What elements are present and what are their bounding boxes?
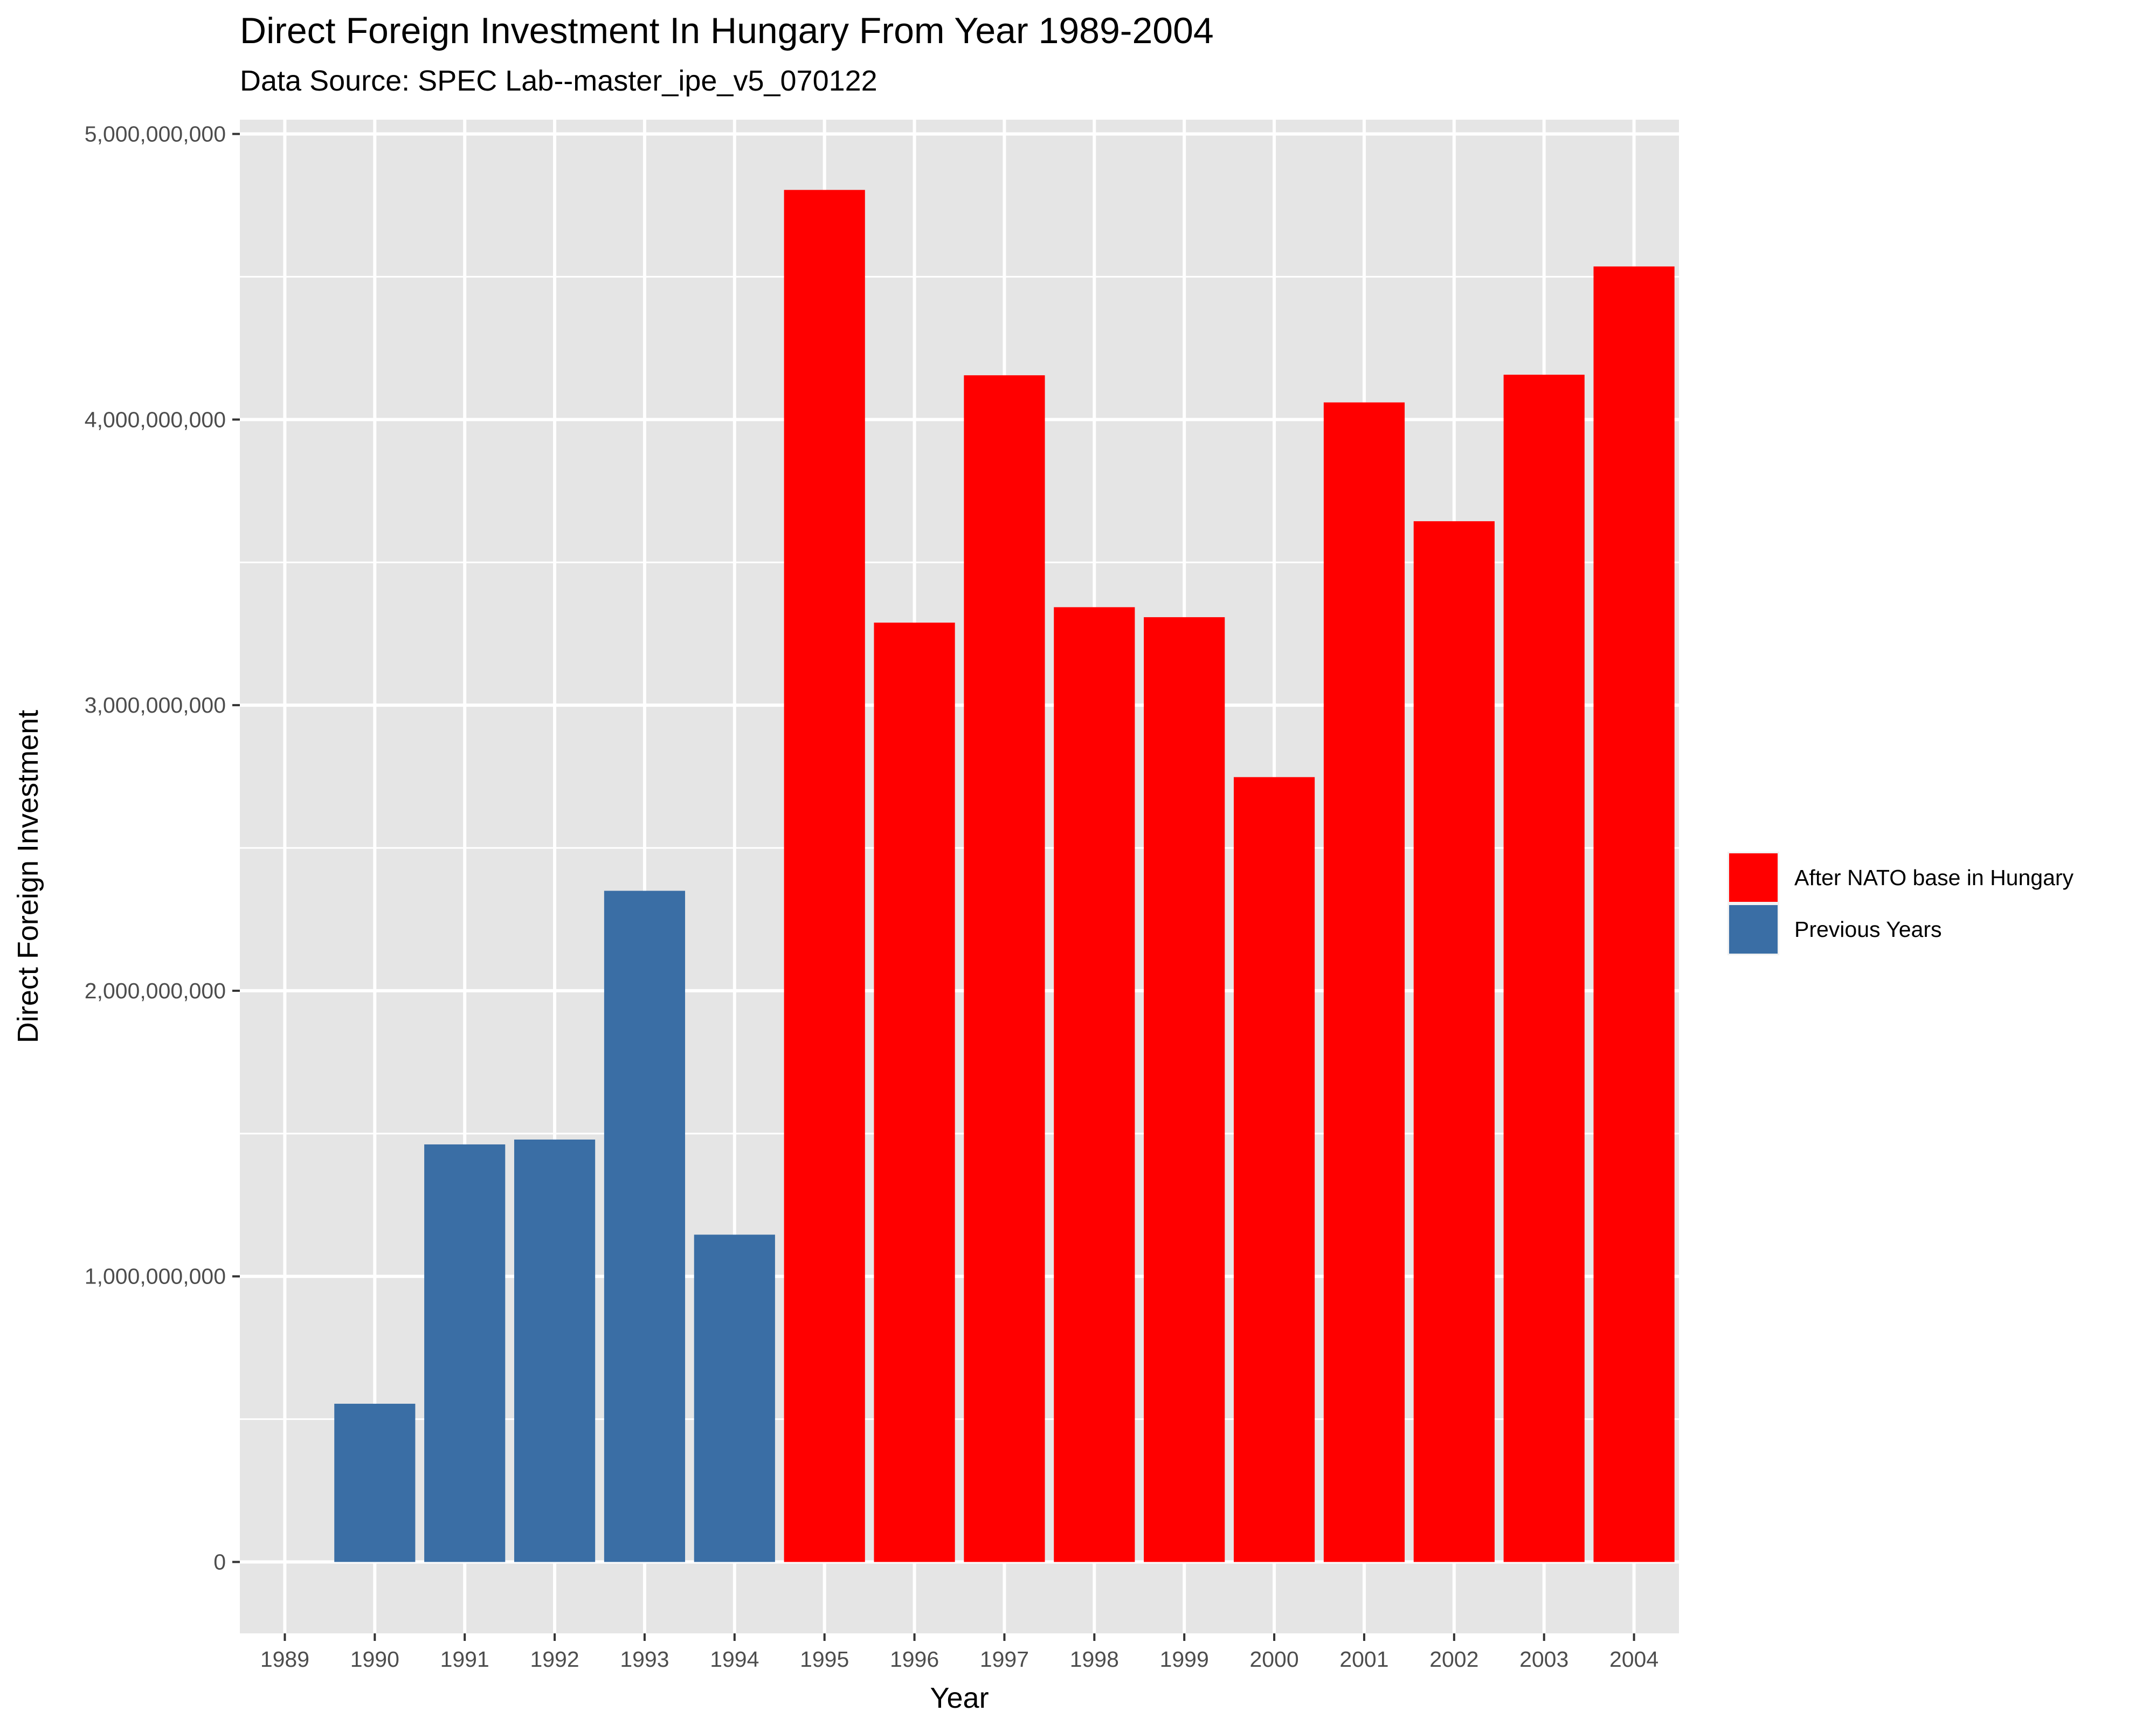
x-tick-label: 1995: [800, 1647, 849, 1672]
x-tick-label: 2000: [1249, 1647, 1298, 1672]
bar-1999: [1144, 617, 1225, 1562]
bar-2003: [1503, 375, 1585, 1562]
legend-label: Previous Years: [1794, 917, 1942, 942]
legend-swatch: [1729, 853, 1778, 902]
bar-2001: [1323, 402, 1405, 1562]
x-tick-label: 1991: [440, 1647, 489, 1672]
x-tick-label: 2004: [1609, 1647, 1659, 1672]
x-tick-label: 2001: [1339, 1647, 1388, 1672]
bar-1991: [424, 1144, 506, 1562]
legend-label: After NATO base in Hungary: [1794, 865, 2074, 890]
bar-1997: [964, 375, 1045, 1562]
legend-swatch: [1729, 905, 1778, 954]
y-tick-label: 1,000,000,000: [85, 1264, 226, 1289]
x-axis: 1989 1990 1991 1992 1993 1994 1995 1996 1997 1998…: [260, 1633, 1659, 1672]
bar-1992: [514, 1139, 596, 1562]
bar-1995: [784, 190, 865, 1562]
x-tick-label: 1997: [980, 1647, 1029, 1672]
x-tick-label: 1994: [710, 1647, 759, 1672]
y-tick-label: 3,000,000,000: [85, 693, 226, 717]
bars: [334, 190, 1675, 1562]
bar-2002: [1413, 521, 1495, 1562]
chart-title: Direct Foreign Investment In Hungary Fro…: [240, 10, 1214, 51]
y-tick-label: 4,000,000,000: [85, 407, 226, 432]
y-tick-label: 5,000,000,000: [85, 121, 226, 146]
bar-2000: [1233, 777, 1315, 1562]
x-tick-label: 2002: [1429, 1647, 1478, 1672]
x-tick-label: 1992: [530, 1647, 579, 1672]
bar-1993: [604, 891, 686, 1562]
y-axis-title: Direct Foreign Investment: [12, 710, 44, 1043]
bar-1996: [874, 622, 955, 1562]
x-axis-title: Year: [930, 1682, 989, 1714]
y-tick-label: 0: [213, 1550, 226, 1575]
chart-subtitle: Data Source: SPEC Lab--master_ipe_v5_070…: [240, 65, 877, 97]
x-tick-label: 2003: [1519, 1647, 1568, 1672]
x-tick-label: 1998: [1070, 1647, 1119, 1672]
legend: After NATO base in Hungary Previous Years: [1727, 852, 2074, 955]
bar-1994: [694, 1234, 775, 1562]
y-axis: 0 1,000,000,000 2,000,000,000 3,000,000,000…: [85, 121, 240, 1575]
y-tick-label: 2,000,000,000: [85, 978, 226, 1003]
x-tick-label: 1996: [890, 1647, 939, 1672]
bar-1998: [1054, 607, 1135, 1562]
x-tick-label: 1993: [620, 1647, 669, 1672]
bar-1990: [334, 1404, 416, 1562]
x-tick-label: 1990: [350, 1647, 399, 1672]
x-tick-label: 1999: [1160, 1647, 1209, 1672]
bar-2004: [1593, 266, 1675, 1562]
x-tick-label: 1989: [260, 1647, 309, 1672]
